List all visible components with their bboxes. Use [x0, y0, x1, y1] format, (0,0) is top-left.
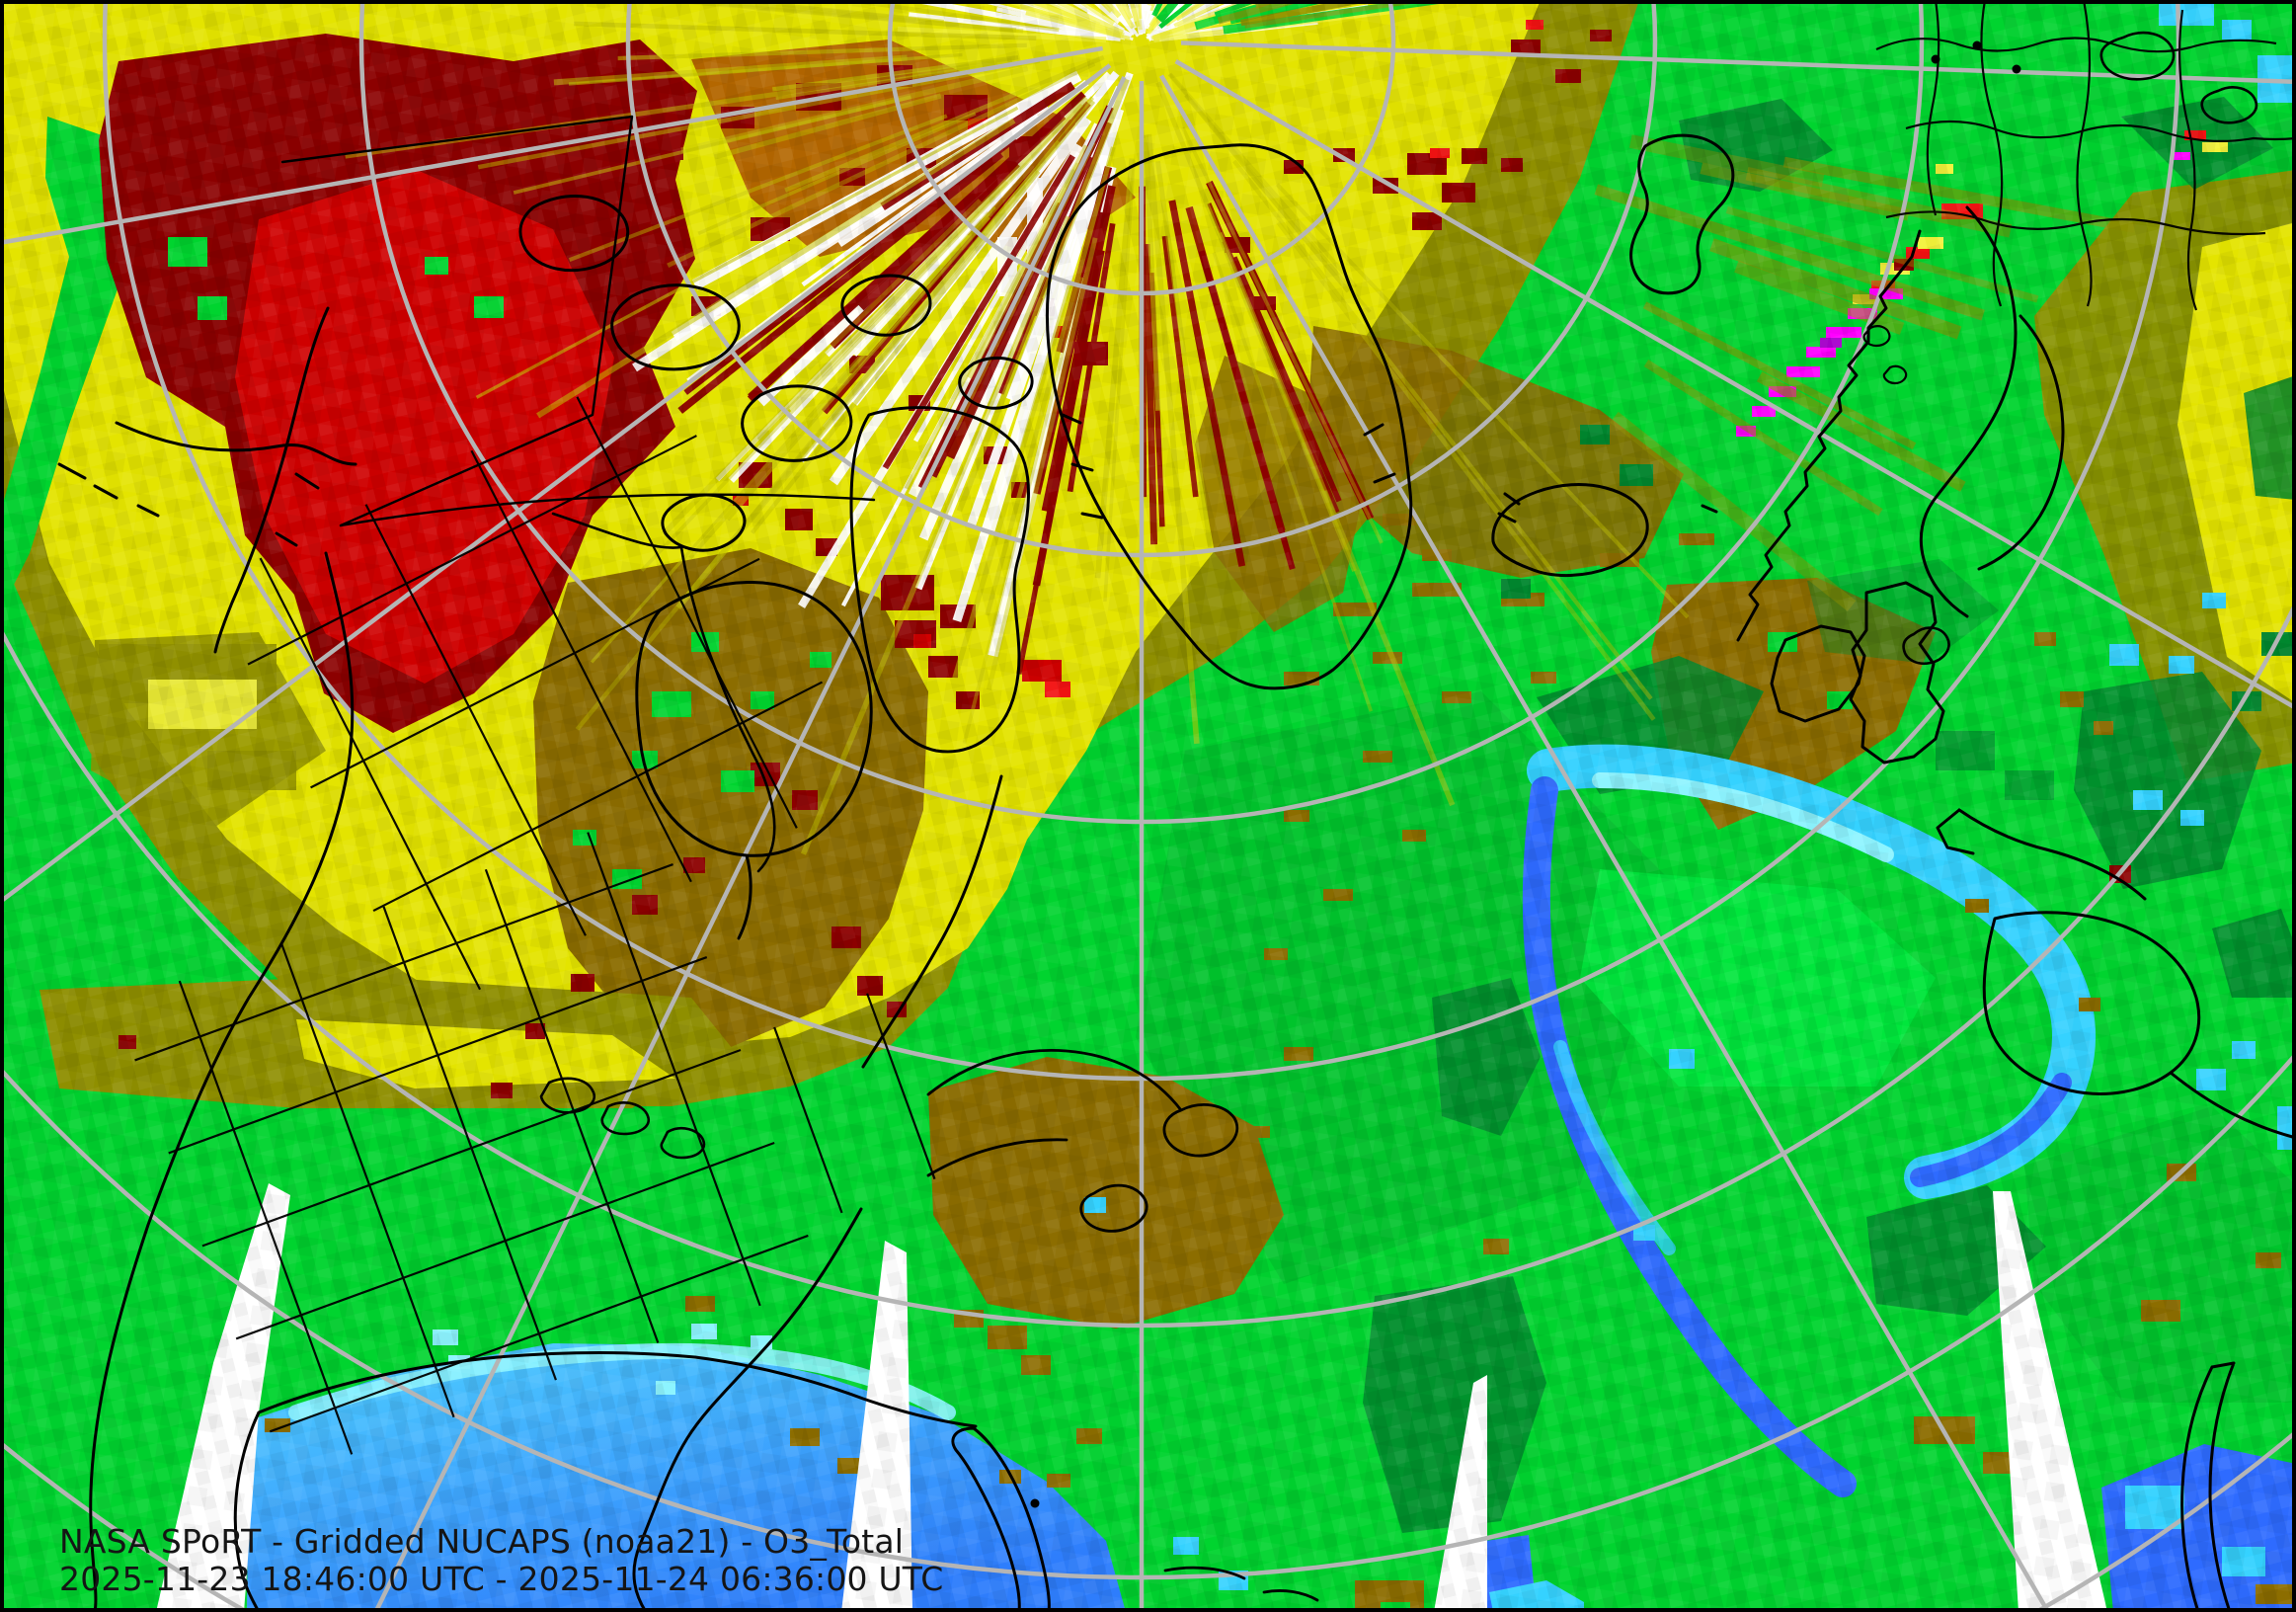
coast-pacific [89, 551, 355, 1612]
coast-arctic-island-4 [840, 274, 932, 337]
coast-bothnia [1977, 314, 2065, 571]
coast-arctic-island-6 [958, 357, 1034, 410]
meridian-line [1159, 74, 2051, 1612]
coastline-layer [57, 31, 2296, 1612]
coast-novaya-zemlya [2099, 31, 2258, 124]
border-60th-parallel [339, 493, 876, 527]
coast-hudson-bay [635, 581, 873, 940]
coast-arctic-island-5 [661, 493, 747, 552]
coast-svalbard [1629, 133, 1735, 295]
meridian-line [1174, 59, 2296, 711]
coast-jan-mayen [1701, 504, 1718, 514]
coast-arctic-island-2 [610, 283, 741, 371]
meridian-line [0, 45, 1103, 246]
coast-morocco [2180, 1361, 2236, 1612]
coast-arctic-mainland [551, 512, 776, 873]
island-dot-fj3 [2012, 64, 2021, 74]
borders-layer [134, 0, 2296, 1455]
coast-swedish-lakes [1862, 325, 1908, 385]
coast-scandinavia-east [1919, 205, 2018, 618]
prairie-borders [247, 396, 824, 991]
coast-iceland [1491, 483, 1649, 577]
coast-labrador [861, 774, 1003, 1069]
us-state-borders [134, 832, 936, 1455]
island-dot-bermuda [1030, 1498, 1040, 1508]
island-dot-fj2 [1972, 40, 1982, 50]
meridian-line [373, 75, 1127, 1612]
coast-arctic-island-3 [741, 384, 853, 462]
coast-arctic-island-1 [518, 195, 630, 273]
coast-alaska-panhandle [213, 306, 330, 654]
coast-iberia [1982, 911, 2296, 1140]
coast-alaska-south [57, 421, 357, 518]
coast-baffin [849, 406, 1030, 754]
coast-great-britain [1849, 581, 1945, 765]
time-range: 2025-11-23 18:46:00 UTC - 2025-11-24 06:… [59, 1560, 944, 1598]
coast-newfoundland [926, 1049, 1239, 1233]
coast-ireland [1770, 624, 1866, 723]
meridian-line [1180, 40, 2296, 85]
coast-gulf [233, 1351, 978, 1612]
coast-florida [951, 1426, 1051, 1612]
coast-france [1936, 808, 2147, 901]
coast-cuba [1163, 1566, 1319, 1602]
border-alaska-yukon [280, 115, 634, 527]
meridian-line [0, 63, 1112, 905]
russia-region-borders [1875, 0, 2296, 311]
coast-norway [1736, 229, 1922, 642]
coast-greenland [1045, 143, 1413, 690]
coast-denmark [1902, 626, 1950, 666]
map-caption: NASA SPoRT - Gridded NUCAPS (noaa21) - O… [59, 1523, 943, 1598]
product-title: NASA SPoRT - Gridded NUCAPS (noaa21) - O… [59, 1522, 905, 1561]
coast-us-east [632, 1207, 863, 1612]
